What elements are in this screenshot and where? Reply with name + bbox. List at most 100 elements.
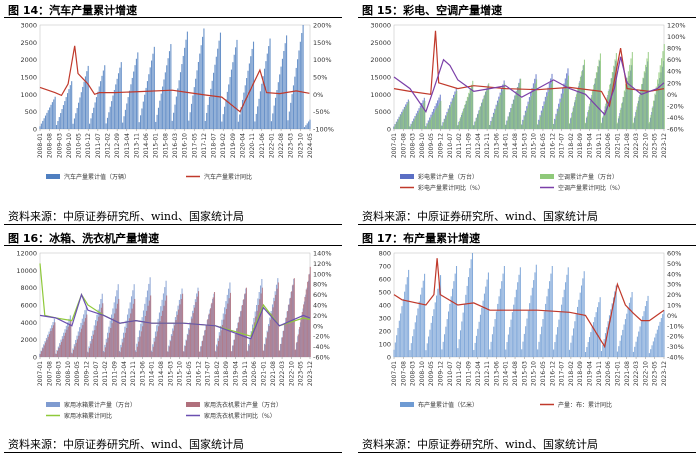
bar <box>621 102 624 129</box>
bar <box>120 62 122 129</box>
bar <box>209 308 212 357</box>
bar <box>138 122 140 129</box>
bar <box>430 322 432 357</box>
bar <box>83 321 85 357</box>
bar <box>151 351 153 357</box>
bar <box>579 292 581 357</box>
bar <box>69 85 71 129</box>
y-right-tick-label: 120% <box>667 22 686 30</box>
bar <box>641 83 643 129</box>
x-tick-label: 2009-05 <box>428 361 435 386</box>
bar <box>115 84 117 129</box>
bar <box>75 113 77 129</box>
bar <box>135 351 137 357</box>
y-left-tick-label: 8000 <box>20 284 37 292</box>
fig14-bottom-rule <box>4 224 342 225</box>
bar <box>301 33 303 129</box>
y-left-tick-label: 700 <box>379 263 391 271</box>
bar <box>104 65 106 129</box>
bar <box>45 342 47 357</box>
bar <box>219 335 221 357</box>
bar <box>437 288 439 357</box>
bar <box>155 121 157 129</box>
bar <box>607 321 609 357</box>
bar <box>481 307 483 357</box>
bar <box>194 307 196 357</box>
x-tick-label: 2021-08 <box>624 361 631 386</box>
x-tick-label: 2017-05 <box>191 133 198 158</box>
bar <box>279 350 281 357</box>
fig15-title-rule <box>358 17 696 18</box>
bar <box>188 328 190 357</box>
bar <box>160 315 162 357</box>
bar <box>549 281 551 357</box>
bar <box>470 259 472 357</box>
bar <box>515 289 517 357</box>
y-right-tick-label: -20% <box>313 333 330 341</box>
bar <box>71 353 73 357</box>
bar <box>529 303 531 357</box>
bar <box>412 336 414 357</box>
bar <box>112 318 114 357</box>
bar <box>603 110 605 129</box>
bar <box>53 325 55 357</box>
x-tick-label: 2007-01 <box>391 133 398 158</box>
bar <box>287 310 289 357</box>
fig16-source: 资料来源：中原证券研究所、wind、国家统计局 <box>8 438 245 451</box>
y-right-tick-label: 30% <box>667 281 681 289</box>
bar <box>149 67 151 129</box>
y-left-tick-label: 500 <box>379 289 391 297</box>
x-tick-label: 2009-03 <box>56 133 63 158</box>
bar <box>543 311 545 357</box>
bar <box>436 107 438 129</box>
bar <box>222 114 224 129</box>
bar <box>177 88 179 129</box>
bar <box>280 66 282 129</box>
bar <box>203 335 205 357</box>
bar <box>283 330 285 357</box>
y-right-tick-label: 60% <box>313 291 327 299</box>
bar <box>95 97 98 129</box>
bar <box>186 340 188 357</box>
bar <box>517 87 519 129</box>
x-tick-label: 2022-08 <box>278 133 285 158</box>
bar <box>465 104 467 129</box>
bar <box>187 335 189 357</box>
bar <box>477 328 479 357</box>
bar <box>458 339 460 357</box>
y-left-tick-label: 300 <box>379 315 391 323</box>
bar <box>146 81 148 129</box>
bar <box>273 301 275 357</box>
bar <box>654 93 656 129</box>
x-tick-label: 2022-10 <box>288 361 295 386</box>
bar <box>514 95 516 129</box>
bar <box>462 108 464 129</box>
x-tick-label: 2022-03 <box>633 361 640 386</box>
bar <box>117 73 120 129</box>
bar <box>275 294 277 357</box>
bar <box>643 311 645 357</box>
bar <box>658 72 660 129</box>
y-left-tick-label: 1500 <box>20 74 37 82</box>
bar <box>243 92 245 129</box>
bar <box>167 58 169 129</box>
legend-label: 布产量累计值（亿米） <box>418 401 478 409</box>
x-tick-label: 2019-11 <box>596 361 603 386</box>
y-left-tick-label: 30000 <box>370 22 391 30</box>
bar <box>265 337 267 357</box>
bar <box>488 83 490 129</box>
bar <box>442 122 445 129</box>
bar <box>518 274 520 357</box>
bar <box>39 126 41 129</box>
bar <box>55 125 58 129</box>
y-right-tick-label: 20% <box>313 312 327 320</box>
bar <box>470 90 472 129</box>
bar <box>490 120 492 129</box>
bar <box>221 121 223 129</box>
bar <box>203 28 205 129</box>
bar <box>620 107 622 129</box>
bar <box>269 319 271 357</box>
bar <box>643 71 645 129</box>
y-left-tick-label: 0 <box>387 126 391 134</box>
legend-swatch <box>186 402 200 407</box>
